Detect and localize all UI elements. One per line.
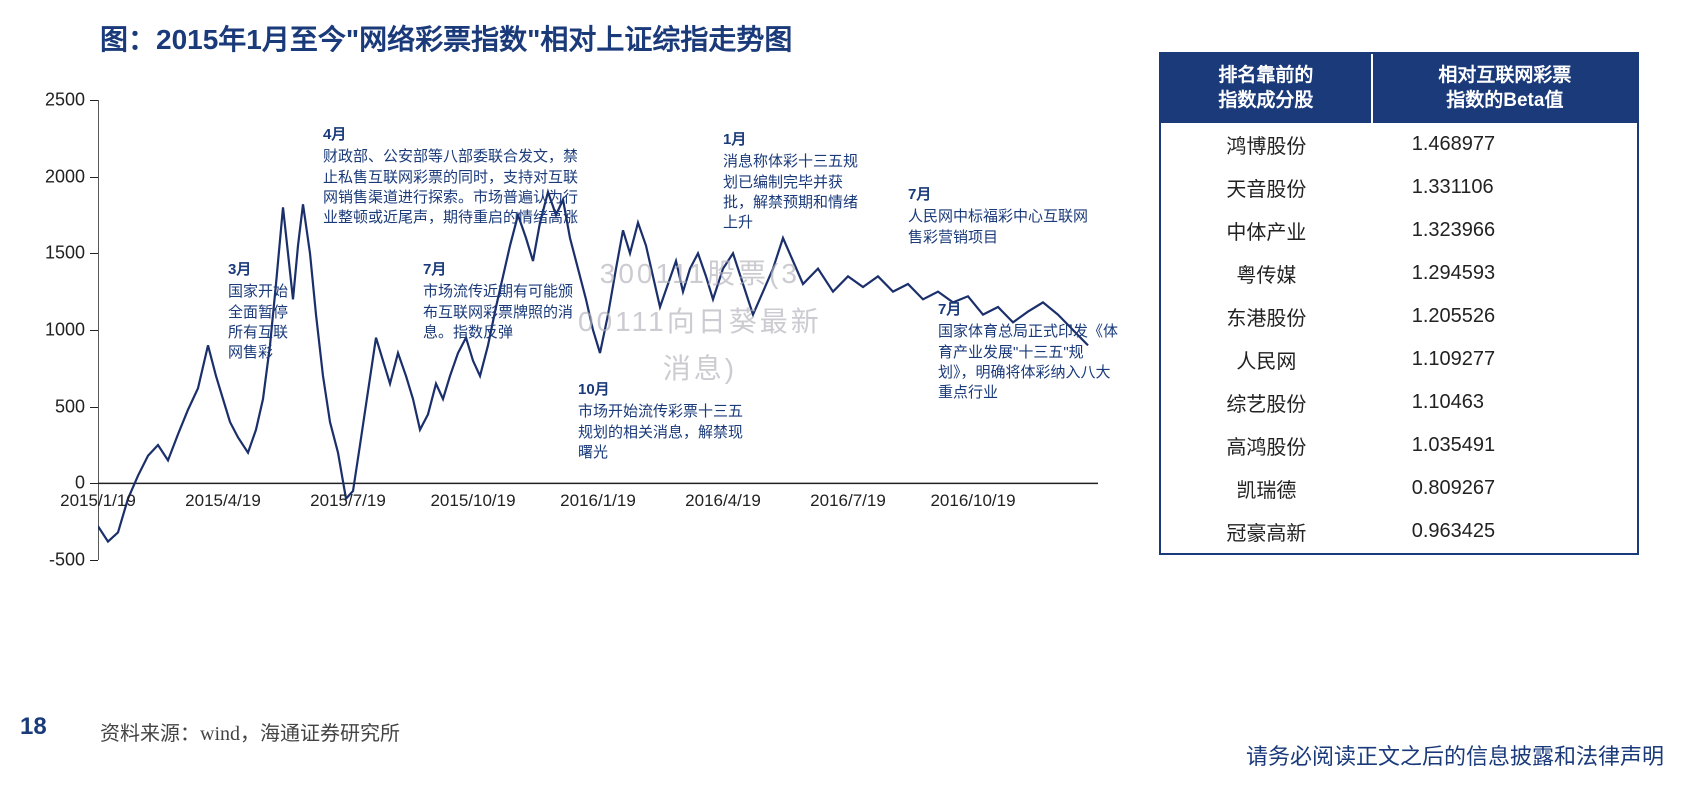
x-tick-label: 2015/7/19 xyxy=(310,491,386,511)
table-cell: 0.963425 xyxy=(1372,510,1637,553)
table-cell: 综艺股份 xyxy=(1161,381,1372,424)
annotation: 7月国家体育总局正式印发《体 育产业发展"十三五"规 划》，明确将体彩纳入八大 … xyxy=(938,300,1168,403)
table-row: 冠豪高新0.963425 xyxy=(1161,510,1637,553)
table-cell: 1.468977 xyxy=(1372,123,1637,166)
annotation: 4月财政部、公安部等八部委联合发文，禁 止私售互联网彩票的同时，支持对互联 网销… xyxy=(323,125,643,228)
annotation-text: 消息称体彩十三五规 划已编制完毕并获 批，解禁预期和情绪 上升 xyxy=(723,153,858,231)
table-cell: 1.205526 xyxy=(1372,295,1637,338)
table-cell: 鸿博股份 xyxy=(1161,123,1372,166)
disclaimer-text: 请务必阅读正文之后的信息披露和法律声明 xyxy=(1246,739,1664,771)
table-cell: 高鸿股份 xyxy=(1161,424,1372,467)
annotation-text: 人民网中标福彩中心互联网 售彩营销项目 xyxy=(908,208,1088,245)
x-tick-label: 2016/7/19 xyxy=(810,491,886,511)
table-cell: 凯瑞德 xyxy=(1161,467,1372,510)
y-tick-label: -500 xyxy=(49,550,85,571)
table-cell: 1.331106 xyxy=(1372,166,1637,209)
x-tick-label: 2015/1/19 xyxy=(60,491,136,511)
y-tick-label: 1000 xyxy=(45,320,85,341)
table-cell: 1.294593 xyxy=(1372,252,1637,295)
table-header-cell: 排名靠前的 指数成分股 xyxy=(1161,54,1372,123)
annotation: 1月消息称体彩十三五规 划已编制完毕并获 批，解禁预期和情绪 上升 xyxy=(723,130,903,233)
x-tick-label: 2016/1/19 xyxy=(560,491,636,511)
table-row: 人民网1.109277 xyxy=(1161,338,1637,381)
annotation-month: 3月 xyxy=(228,260,318,280)
watermark-line: 消息) xyxy=(578,345,822,393)
table-body: 鸿博股份1.468977天音股份1.331106中体产业1.323966粤传媒1… xyxy=(1161,123,1637,553)
x-tick-label: 2016/4/19 xyxy=(685,491,761,511)
annotation-text: 市场开始流传彩票十三五 规划的相关消息，解禁现 曙光 xyxy=(578,403,743,461)
watermark: 300111股票(3 00111向日葵最新 消息) xyxy=(578,250,822,393)
annotation-month: 4月 xyxy=(323,125,643,145)
x-tick-label: 2016/10/19 xyxy=(930,491,1015,511)
table-header-row: 排名靠前的 指数成分股相对互联网彩票 指数的Beta值 xyxy=(1161,54,1637,123)
watermark-line: 300111股票(3 xyxy=(578,250,822,298)
x-tick-label: 2015/10/19 xyxy=(430,491,515,511)
table-cell: 人民网 xyxy=(1161,338,1372,381)
table-cell: 天音股份 xyxy=(1161,166,1372,209)
table-cell: 粤传媒 xyxy=(1161,252,1372,295)
table-row: 粤传媒1.294593 xyxy=(1161,252,1637,295)
table-row: 天音股份1.331106 xyxy=(1161,166,1637,209)
table-row: 综艺股份1.10463 xyxy=(1161,381,1637,424)
x-tick-label: 2015/4/19 xyxy=(185,491,261,511)
table-cell: 1.10463 xyxy=(1372,381,1637,424)
annotation-text: 国家体育总局正式印发《体 育产业发展"十三五"规 划》，明确将体彩纳入八大 重点… xyxy=(938,323,1118,401)
watermark-line: 00111向日葵最新 xyxy=(578,298,822,346)
table-row: 凯瑞德0.809267 xyxy=(1161,467,1637,510)
table-cell: 1.109277 xyxy=(1372,338,1637,381)
y-tick-label: 1500 xyxy=(45,243,85,264)
source-text: 资料来源：wind，海通证券研究所 xyxy=(100,717,400,746)
table-row: 东港股份1.205526 xyxy=(1161,295,1637,338)
table-cell: 冠豪高新 xyxy=(1161,510,1372,553)
annotation-month: 1月 xyxy=(723,130,903,150)
chart-area: 3月国家开始 全面暂停 所有互联 网售彩4月财政部、公安部等八部委联合发文，禁 … xyxy=(20,100,1120,620)
annotation-text: 市场流传近期有可能颁 布互联网彩票牌照的消 息。指数反弹 xyxy=(423,283,573,341)
table-row: 中体产业1.323966 xyxy=(1161,209,1637,252)
table-row: 高鸿股份1.035491 xyxy=(1161,424,1637,467)
annotation-month: 7月 xyxy=(938,300,1168,320)
y-tick-label: 2500 xyxy=(45,90,85,111)
annotation-text: 财政部、公安部等八部委联合发文，禁 止私售互联网彩票的同时，支持对互联 网销售渠… xyxy=(323,148,578,226)
table-cell: 0.809267 xyxy=(1372,467,1637,510)
y-tick-label: 2000 xyxy=(45,166,85,187)
y-tick-label: 500 xyxy=(55,396,85,417)
table-cell: 1.035491 xyxy=(1372,424,1637,467)
table-cell: 中体产业 xyxy=(1161,209,1372,252)
annotation: 7月人民网中标福彩中心互联网 售彩营销项目 xyxy=(908,185,1138,248)
chart-title: 图：2015年1月至今"网络彩票指数"相对上证综指走势图 xyxy=(100,18,792,58)
annotation-text: 国家开始 全面暂停 所有互联 网售彩 xyxy=(228,283,288,361)
beta-table: 排名靠前的 指数成分股相对互联网彩票 指数的Beta值 鸿博股份1.468977… xyxy=(1159,52,1639,555)
table-cell: 1.323966 xyxy=(1372,209,1637,252)
table-row: 鸿博股份1.468977 xyxy=(1161,123,1637,166)
table-cell: 东港股份 xyxy=(1161,295,1372,338)
annotation: 3月国家开始 全面暂停 所有互联 网售彩 xyxy=(228,260,318,363)
page-number: 18 xyxy=(20,713,47,741)
annotation-month: 7月 xyxy=(908,185,1138,205)
table-header-cell: 相对互联网彩票 指数的Beta值 xyxy=(1372,54,1637,123)
